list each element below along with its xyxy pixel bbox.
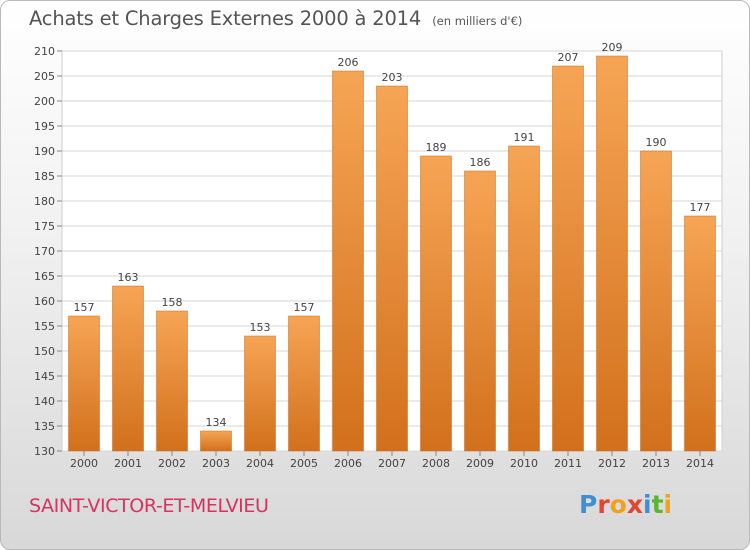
x-tick-label: 2007 [378,457,406,470]
bar-2003 [200,430,232,452]
logo-letter: t [651,490,664,519]
logo-letter: P [579,490,598,519]
chart-title: Achats et Charges Externes 2000 à 2014 (… [29,7,522,30]
value-labels: 157 163 158 134 153 157 206 203 189 186 191 207 209 1… [74,41,711,429]
bar-2002 [156,310,188,452]
x-tick-label: 2002 [158,457,186,470]
logo-letter: o [609,490,627,519]
logo-letter: x [626,490,643,519]
bar-2010 [508,145,540,452]
value-label: 209 [602,41,623,54]
x-tick-label: 2012 [598,457,626,470]
value-label: 203 [382,71,403,84]
bars [68,55,716,452]
bar-2006 [332,70,364,452]
x-tick-label: 2010 [510,457,538,470]
proxiti-logo: Proxiti [579,490,672,519]
y-tick-label: 185 [34,170,55,183]
y-tick-label: 195 [34,120,55,133]
x-tick-label: 2001 [114,457,142,470]
y-tick-label: 155 [34,320,55,333]
value-label: 177 [690,201,711,214]
bar-2012 [596,55,628,452]
bar-2005 [288,315,320,452]
y-tick-label: 205 [34,70,55,83]
y-tick-label: 160 [34,295,55,308]
y-tick-label: 190 [34,145,55,158]
x-tick-label: 2011 [554,457,582,470]
value-label: 157 [74,301,95,314]
value-label: 191 [514,131,535,144]
value-label: 206 [338,56,359,69]
bar-2013 [640,150,672,452]
bar-2004 [244,335,276,452]
y-tick-label: 140 [34,395,55,408]
x-tick-label: 2006 [334,457,362,470]
y-tick-label: 170 [34,245,55,258]
y-tick-label: 200 [34,95,55,108]
y-tick-label: 165 [34,270,55,283]
value-label: 207 [558,51,579,64]
value-label: 189 [426,141,447,154]
logo-letter: i [663,490,673,519]
x-axis-ticks: 2000 2001 2002 2003 2004 2005 2006 2007 2008 2009… [70,451,714,470]
value-label: 157 [294,301,315,314]
y-tick-label: 135 [34,420,55,433]
y-tick-label: 175 [34,220,55,233]
x-tick-label: 2003 [202,457,230,470]
y-tick-label: 180 [34,195,55,208]
y-tick-label: 210 [34,45,55,58]
value-label: 186 [470,156,491,169]
bar-2009 [464,170,496,452]
logo-letter: i [643,490,652,519]
bar-2001 [112,285,144,452]
x-tick-label: 2004 [246,457,274,470]
x-tick-label: 2014 [686,457,714,470]
bar-2007 [376,85,408,452]
bar-2011 [552,65,584,452]
value-label: 163 [118,271,139,284]
value-label: 190 [646,136,667,149]
x-tick-label: 2000 [70,457,98,470]
value-label: 134 [206,416,227,429]
bar-2008 [420,155,452,452]
value-label: 153 [250,321,271,334]
y-tick-label: 145 [34,370,55,383]
y-tick-label: 150 [34,345,55,358]
y-axis-ticks: 130 135 140 145 150 155 160 165 170 175 180 185 190 1… [34,45,62,458]
x-tick-label: 2013 [642,457,670,470]
x-tick-label: 2009 [466,457,494,470]
bar-2014 [684,215,716,452]
y-tick-label: 130 [34,445,55,458]
logo-letter: r [597,490,610,519]
chart-unit-note: (en milliers d'€) [432,14,523,28]
x-tick-label: 2008 [422,457,450,470]
commune-name: SAINT-VICTOR-ET-MELVIEU [29,495,269,517]
chart-title-text: Achats et Charges Externes 2000 à 2014 [29,7,422,30]
x-tick-label: 2005 [290,457,318,470]
bar-2000 [68,315,100,452]
value-label: 158 [162,296,183,309]
